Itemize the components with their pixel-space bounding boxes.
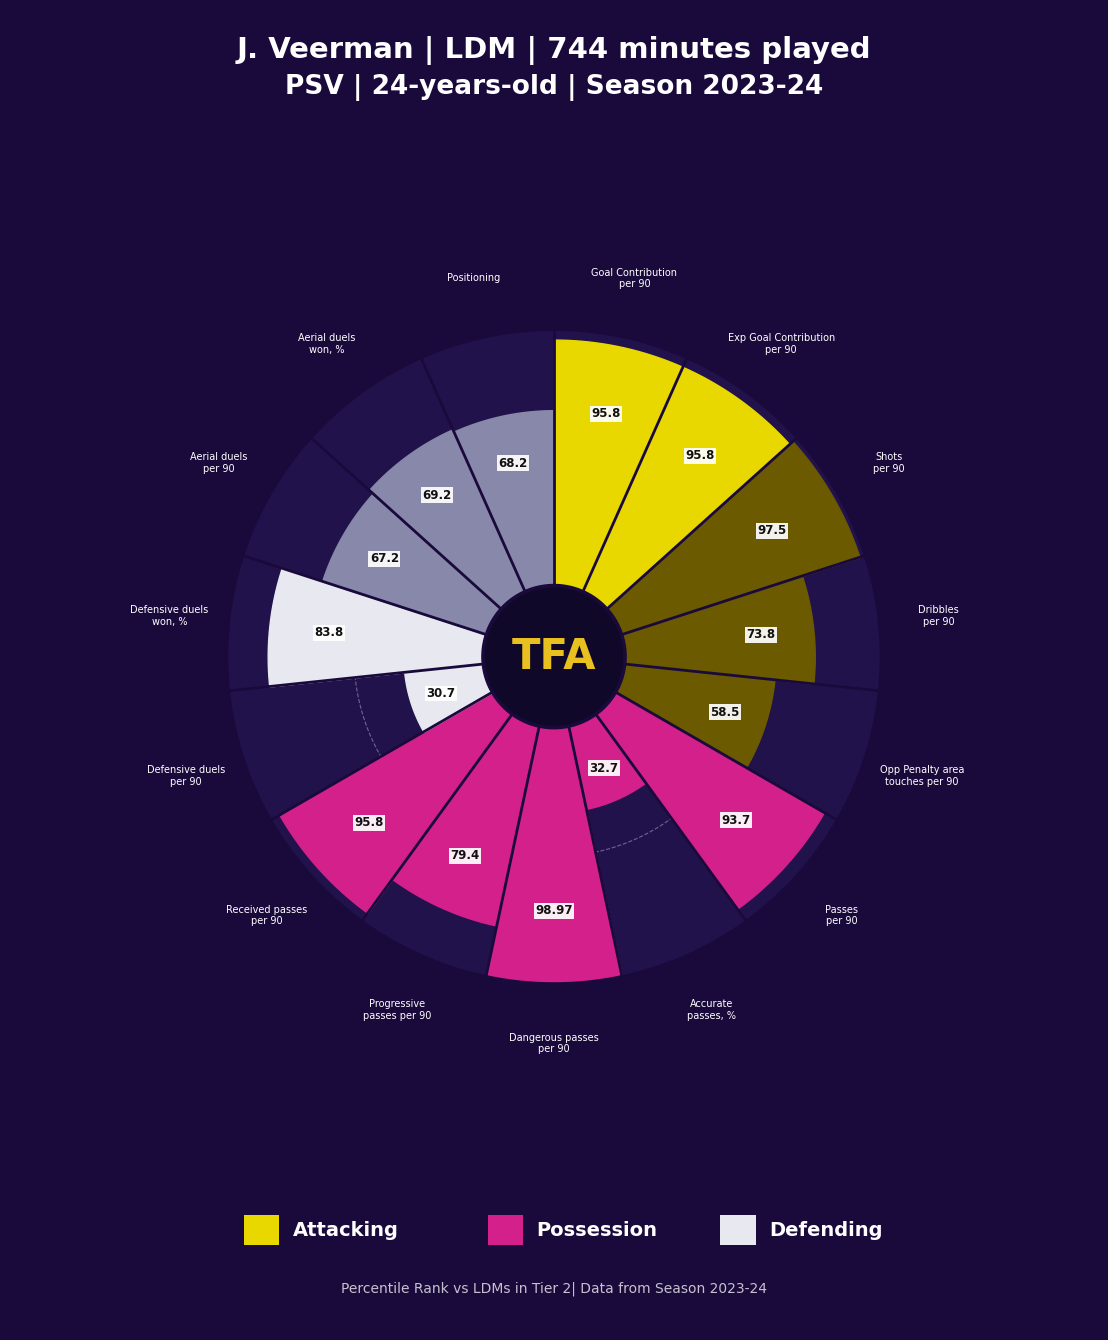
Text: Accurate
passes, %: Accurate passes, % [687,1000,736,1021]
Text: Defensive duels
per 90: Defensive duels per 90 [147,765,225,787]
Text: 30.7: 30.7 [427,687,455,699]
Text: Dribbles
per 90: Dribbles per 90 [919,606,958,627]
Text: Defending: Defending [769,1221,882,1240]
Text: 97.5: 97.5 [757,524,787,537]
Text: Received passes
per 90: Received passes per 90 [226,905,307,926]
Text: Goal Contribution
per 90: Goal Contribution per 90 [592,268,677,289]
Text: Aerial duels
per 90: Aerial duels per 90 [191,453,248,474]
Text: TFA: TFA [512,635,596,678]
Text: Progressive
passes per 90: Progressive passes per 90 [362,1000,431,1021]
Text: PSV | 24-years-old | Season 2023-24: PSV | 24-years-old | Season 2023-24 [285,74,823,100]
Text: 67.2: 67.2 [370,552,399,565]
Polygon shape [226,328,882,985]
Polygon shape [485,588,623,725]
Text: 69.2: 69.2 [422,489,451,501]
Text: J. Veerman | LDM | 744 minutes played: J. Veerman | LDM | 744 minutes played [237,36,871,66]
Text: Dangerous passes
per 90: Dangerous passes per 90 [509,1033,599,1055]
Polygon shape [482,584,626,729]
Text: Exp Goal Contribution
per 90: Exp Goal Contribution per 90 [728,332,835,355]
Text: 68.2: 68.2 [499,457,527,470]
Text: Aerial duels
won, %: Aerial duels won, % [298,332,356,355]
Text: 79.4: 79.4 [451,850,480,863]
Text: 83.8: 83.8 [315,626,343,639]
Text: 95.8: 95.8 [591,407,620,421]
Text: Positioning: Positioning [447,273,500,283]
Text: 95.8: 95.8 [355,816,384,829]
Text: 58.5: 58.5 [710,706,740,718]
Text: Possession: Possession [536,1221,657,1240]
Text: 32.7: 32.7 [589,761,618,775]
Text: 93.7: 93.7 [721,813,750,827]
Text: Passes
per 90: Passes per 90 [824,905,858,926]
Text: Defensive duels
won, %: Defensive duels won, % [131,606,208,627]
Text: 73.8: 73.8 [746,628,776,642]
Text: 98.97: 98.97 [535,905,573,918]
Text: Attacking: Attacking [293,1221,399,1240]
Text: Percentile Rank vs LDMs in Tier 2| Data from Season 2023-24: Percentile Rank vs LDMs in Tier 2| Data … [341,1282,767,1296]
Text: Opp Penalty area
touches per 90: Opp Penalty area touches per 90 [880,765,964,787]
Text: 95.8: 95.8 [686,449,715,462]
Text: Shots
per 90: Shots per 90 [873,453,905,474]
